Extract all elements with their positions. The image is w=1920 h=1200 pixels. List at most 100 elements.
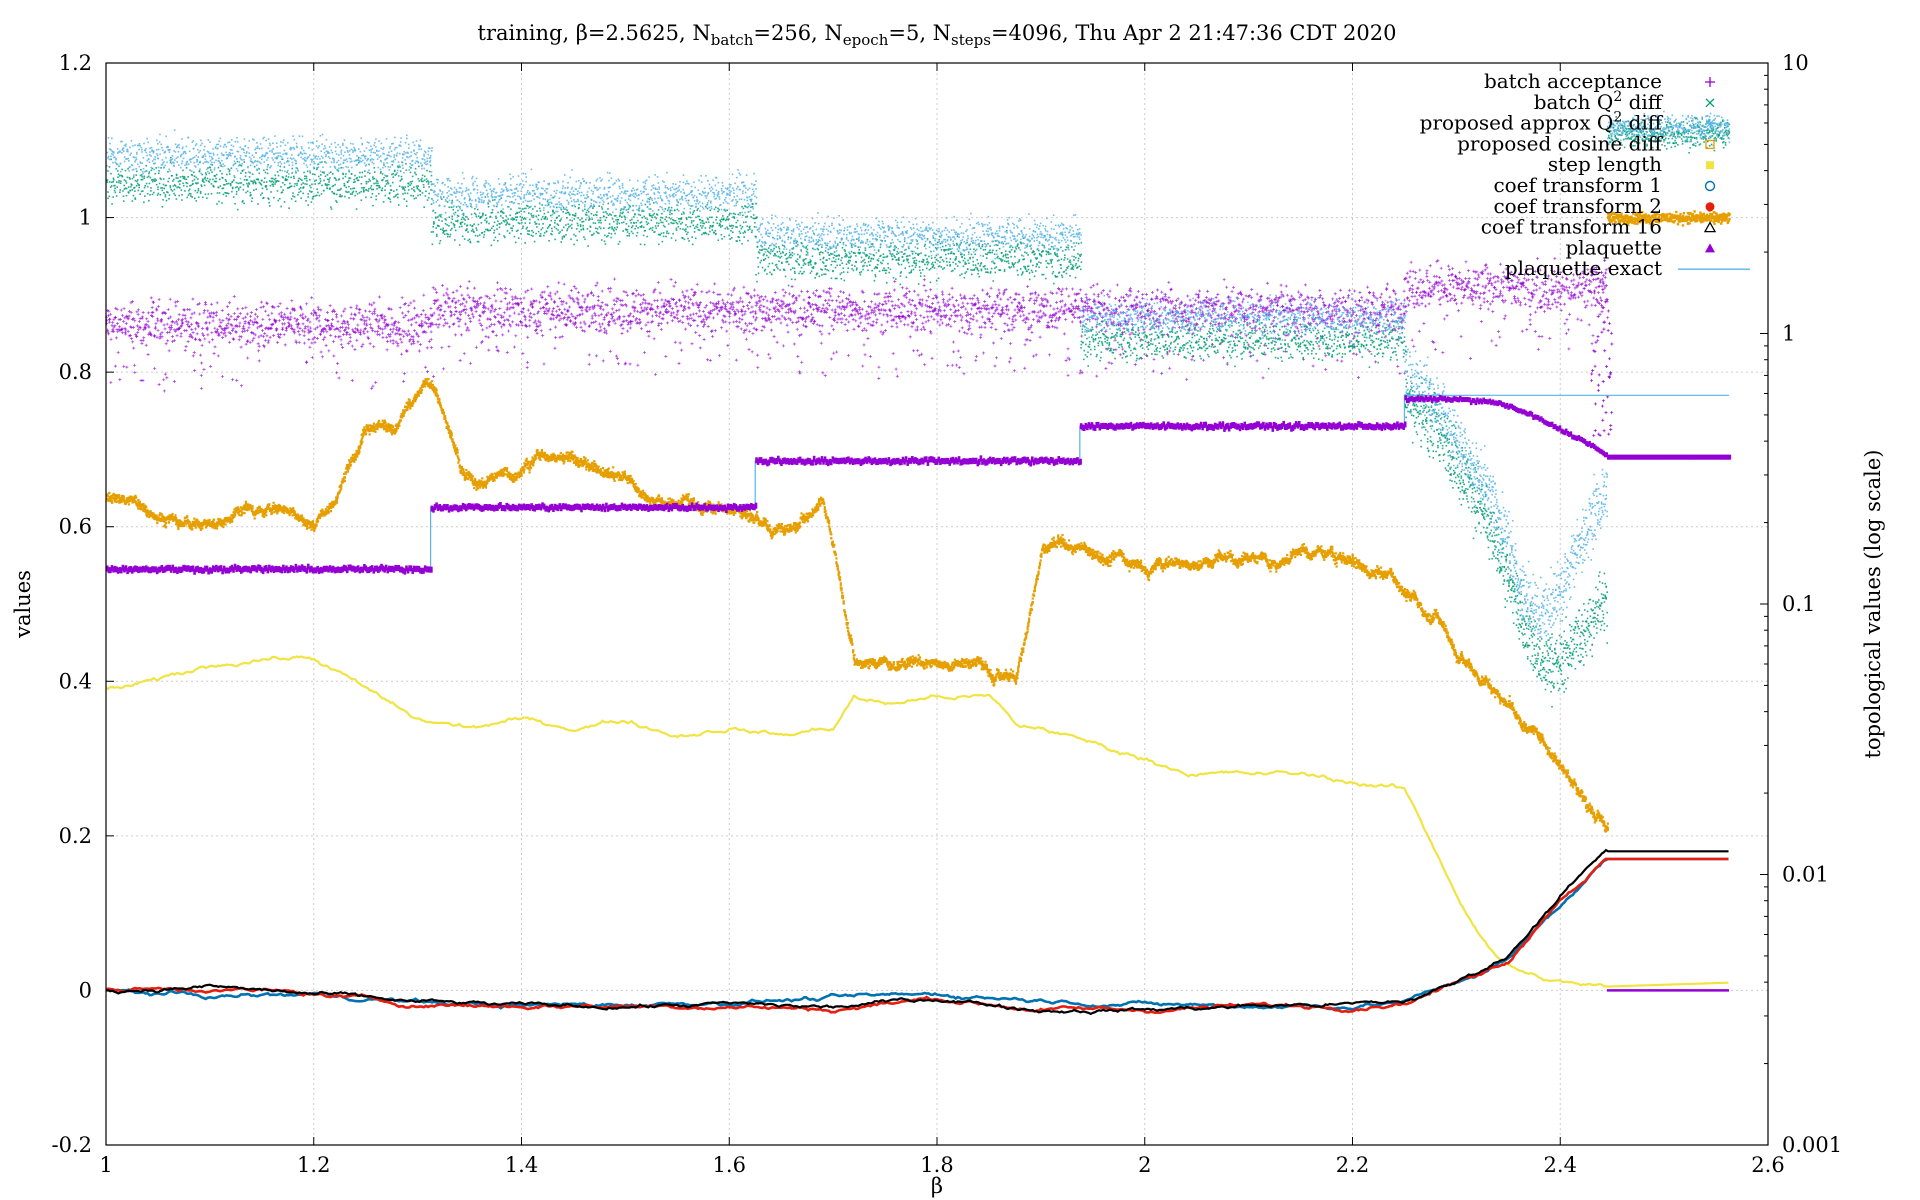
batch-q2-point [236,191,238,193]
batch-q2-point [392,164,394,166]
batch-q2-point [230,183,232,185]
batch-q2-point [418,166,420,168]
batch-q2-point [282,191,284,193]
batch-q2-point [422,192,424,194]
batch-q2-point [327,188,329,190]
batch-q2-point [432,226,434,228]
batch-q2-point [330,206,332,208]
batch-q2-point [380,171,382,173]
batch-q2-point [383,164,385,166]
batch-q2-point [312,198,314,200]
batch-q2-point [373,167,375,169]
batch-q2-point [429,171,431,173]
batch-q2-point [449,236,451,238]
batch-q2-point [439,243,441,245]
batch-q2-point [234,176,236,178]
batch-q2-point [249,183,251,185]
batch-q2-point [404,192,406,194]
batch-q2-point [451,218,453,220]
batch-q2-point [197,182,199,184]
batch-q2-point [135,174,137,176]
batch-q2-point [428,193,430,195]
batch-q2-point [366,183,368,185]
batch-q2-point [287,179,289,181]
batch-q2-point [165,185,167,187]
batch-q2-point [187,176,189,178]
batch-q2-point [435,227,437,229]
batch-q2-point [296,183,298,185]
batch-q2-point [438,225,440,227]
batch-q2-point [241,165,243,167]
batch-q2-point [379,187,381,189]
batch-q2-point [422,181,424,183]
batch-q2-point [378,185,380,187]
batch-q2-point [466,228,468,230]
batch-q2-point [162,187,164,189]
batch-q2-point [184,190,186,192]
batch-q2-point [300,197,302,199]
batch-q2-point [247,191,249,193]
batch-q2-point [157,186,159,188]
batch-q2-point [244,179,246,181]
batch-q2-point [445,219,447,221]
batch-q2-point [471,230,473,232]
batch-q2-point [403,186,405,188]
batch-q2-point [291,168,293,170]
batch-q2-point [181,189,183,191]
batch-q2-point [354,181,356,183]
batch-q2-point [461,226,463,228]
batch-q2-point [148,173,150,175]
batch-q2-point [186,167,188,169]
batch-q2-point [331,191,333,193]
batch-q2-point [128,192,130,194]
batch-q2-point [250,194,252,196]
batch-q2-point [210,169,212,171]
batch-q2-point [144,187,146,189]
batch-q2-point [132,189,134,191]
batch-q2-point [269,205,271,207]
batch-q2-point [169,194,171,196]
batch-q2-point [136,181,138,183]
batch-q2-point [407,186,409,188]
batch-q2-point [375,182,377,184]
batch-q2-point [332,173,334,175]
batch-q2-point [408,183,410,185]
batch-q2-point [469,239,471,241]
batch-q2-point [371,185,373,187]
batch-q2-point [209,179,211,181]
batch-q2-point [351,193,353,195]
batch-q2-point [149,183,151,185]
batch-q2-point [329,177,331,179]
batch-q2-point [213,186,215,188]
batch-q2-point [158,170,160,172]
batch-q2-point [175,185,177,187]
batch-q2-point [377,180,379,182]
batch-q2-point [255,183,257,185]
batch-q2-point [155,167,157,169]
batch-q2-point [348,180,350,182]
batch-q2-point [179,183,181,185]
batch-q2-point [213,175,215,177]
batch-q2-point [172,190,174,192]
batch-q2-point [135,198,137,200]
batch-q2-point [461,210,463,212]
batch-q2-point [345,173,347,175]
batch-q2-point [342,178,344,180]
batch-q2-point [300,187,302,189]
batch-q2-point [233,179,235,181]
batch-q2-point [311,201,313,203]
batch-q2-point [441,220,443,222]
batch-q2-point [315,179,317,181]
batch-q2-point [450,234,452,236]
batch-q2-point [328,184,330,186]
batch-q2-point [237,183,239,185]
batch-q2-point [472,225,474,227]
batch-q2-point [119,189,121,191]
batch-q2-point [225,179,227,181]
batch-q2-point [127,168,129,170]
batch-q2-point [347,181,349,183]
batch-q2-point [361,172,363,174]
batch-q2-point [423,206,425,208]
batch-q2-point [210,167,212,169]
batch-q2-point [267,164,269,166]
